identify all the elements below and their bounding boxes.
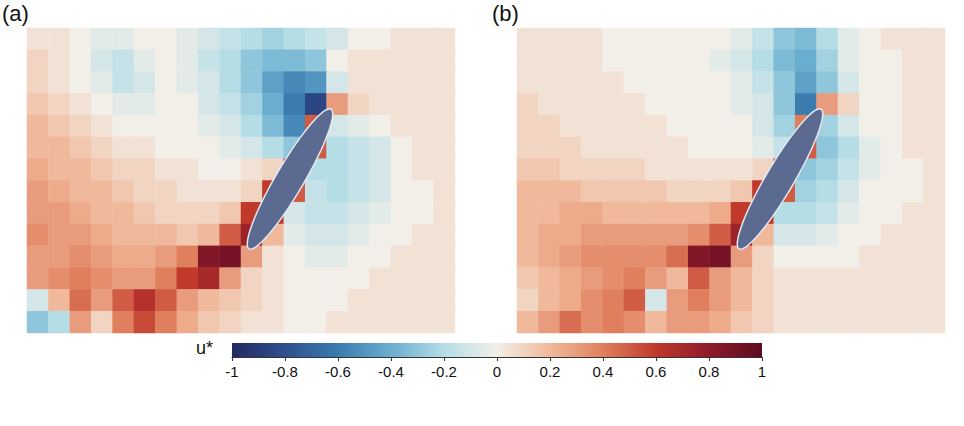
svg-text:(a): (a) [2, 1, 29, 26]
svg-text:-0.8: -0.8 [272, 363, 298, 380]
svg-text:0.2: 0.2 [540, 363, 561, 380]
svg-text:1: 1 [758, 363, 766, 380]
svg-text:0.8: 0.8 [699, 363, 720, 380]
svg-text:-1: -1 [225, 363, 238, 380]
svg-text:-0.6: -0.6 [325, 363, 351, 380]
svg-text:0.4: 0.4 [593, 363, 614, 380]
svg-text:0: 0 [493, 363, 501, 380]
svg-text:0.6: 0.6 [646, 363, 667, 380]
svg-text:-0.2: -0.2 [431, 363, 457, 380]
svg-text:-0.4: -0.4 [378, 363, 404, 380]
svg-text:u*: u* [196, 338, 213, 358]
svg-text:(b): (b) [492, 1, 519, 26]
